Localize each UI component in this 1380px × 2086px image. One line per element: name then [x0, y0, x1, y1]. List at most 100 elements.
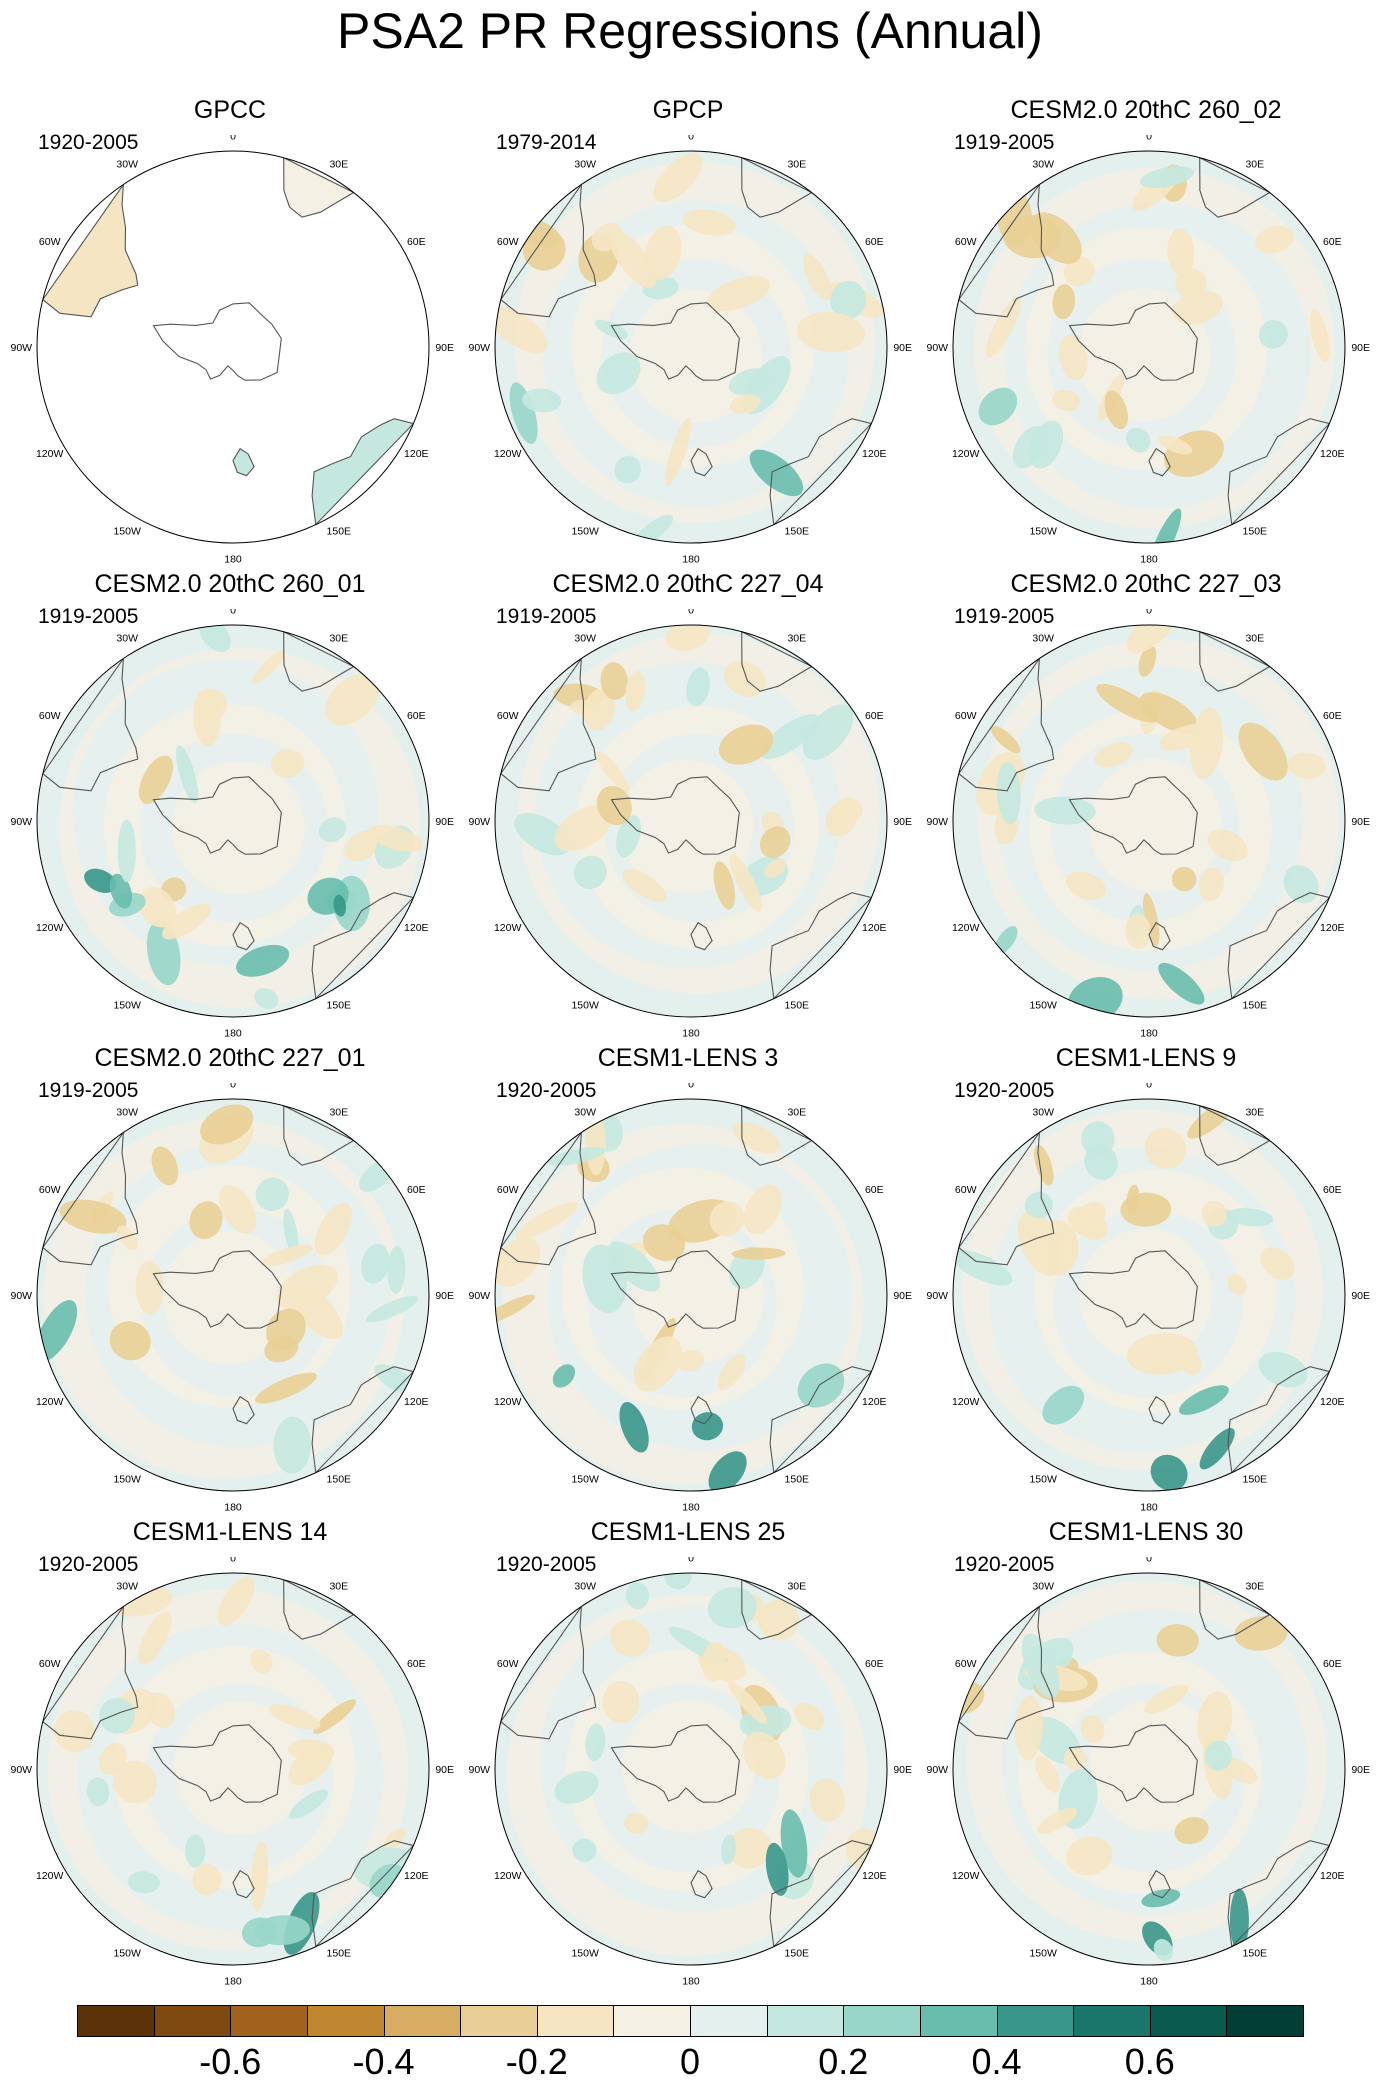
regression-field — [495, 1099, 887, 1491]
coastline — [958, 1604, 1055, 1740]
coastline — [769, 1366, 873, 1474]
longitude-label: 150W — [113, 999, 141, 1011]
regression-field — [495, 151, 887, 543]
longitude-label: 120W — [36, 448, 64, 460]
longitude-label: 120W — [952, 1396, 980, 1408]
regression-field — [37, 625, 429, 1017]
coastline — [42, 1130, 139, 1266]
longitude-label: 90E — [1351, 1290, 1370, 1302]
land-fill — [312, 418, 414, 525]
longitude-label: 60W — [497, 710, 519, 722]
regression-field — [953, 1099, 1345, 1491]
longitude-label: 60W — [39, 1658, 61, 1670]
coastline — [232, 1395, 255, 1425]
longitude-label: 120W — [952, 1870, 980, 1882]
longitude-label: 180 — [1140, 1502, 1158, 1514]
longitude-label: 120E — [1320, 1396, 1345, 1408]
longitude-label: 90E — [435, 1764, 454, 1776]
longitude-label: 90W — [469, 1764, 491, 1776]
coastline — [1148, 447, 1171, 477]
longitude-label: 120W — [494, 448, 522, 460]
polar-map: 0 30E 60E 90E 120E 150E 180 150W 120W 90W 60W 30W — [11, 1557, 455, 1988]
longitude-label: 60E — [407, 710, 426, 722]
coastline — [690, 1869, 713, 1899]
colorbar-swatch — [383, 2005, 462, 2037]
longitude-label: 60E — [407, 1658, 426, 1670]
longitude-label: 30E — [787, 159, 806, 171]
longitude-label: 30E — [329, 1107, 348, 1119]
map-panel: GPCP 1979-2014 0 30E 60E 90E 120E 150E 180 150W 12… — [458, 95, 918, 569]
panel-period: 1979-2014 — [496, 131, 597, 154]
longitude-label: 60E — [865, 1184, 884, 1196]
panel-title: CESM1-LENS 3 — [597, 1044, 779, 1072]
colorbar-tick-label: -0.2 — [505, 2041, 568, 2082]
longitude-label: 120E — [1320, 448, 1345, 460]
panel-title: CESM2.0 20thC 227_01 — [94, 1044, 366, 1072]
coastline — [1199, 1578, 1271, 1640]
map-panel: CESM1-LENS 30 1920-2005 0 30E 60E 90E 120E 150E… — [916, 1517, 1376, 1991]
map-rim — [494, 1098, 888, 1492]
coastline — [741, 630, 813, 692]
panel-title: CESM1-LENS 25 — [590, 1518, 786, 1546]
coastline — [311, 892, 415, 1000]
longitude-label: 180 — [682, 1976, 700, 1988]
longitude-label: 120E — [404, 922, 429, 934]
longitude-label: 150W — [113, 1473, 141, 1485]
longitude-label: 180 — [224, 1502, 242, 1514]
coastline — [1148, 1395, 1171, 1425]
regression-field — [953, 151, 1345, 543]
coastline — [610, 776, 740, 855]
longitude-label: 120E — [862, 922, 887, 934]
longitude-label: 30W — [116, 159, 138, 171]
longitude-label: 120E — [862, 448, 887, 460]
colorbar-swatch — [613, 2005, 691, 2037]
coastline — [1199, 156, 1271, 218]
colorbar-tick-label: 0.6 — [1124, 2041, 1175, 2082]
longitude-label: 180 — [224, 1976, 242, 1988]
longitude-label: 30W — [574, 1107, 596, 1119]
map-panel: CESM2.0 20thC 227_01 1919-2005 0 30E 60E 90E 1… — [0, 1043, 460, 1517]
coastline — [610, 1724, 740, 1803]
longitude-label: 30E — [329, 633, 348, 645]
colorbar-swatch — [690, 2005, 768, 2037]
coastline — [1227, 1366, 1331, 1474]
longitude-label: 0 — [230, 609, 236, 616]
coastline — [958, 1130, 1055, 1266]
longitude-label: 150E — [327, 1473, 352, 1485]
longitude-label: 60W — [955, 710, 977, 722]
panel-period: 1920-2005 — [954, 1079, 1055, 1102]
polar-map: 0 30E 60E 90E 120E 150E 180 150W 120W 90W 60W 30W — [927, 609, 1371, 1040]
map-panel: CESM1-LENS 3 1920-2005 0 30E 60E 90E 120E 150E 1… — [458, 1043, 918, 1517]
land-fill — [42, 184, 138, 317]
regression-field — [37, 1099, 429, 1491]
longitude-label: 60W — [39, 1184, 61, 1196]
longitude-label: 120W — [36, 1396, 64, 1408]
longitude-label: 90W — [11, 816, 33, 828]
panel-period: 1919-2005 — [38, 1079, 139, 1102]
polar-map: 0 30E 60E 90E 120E 150E 180 150W 120W 90W 60W 30W — [927, 1083, 1371, 1514]
coastline — [1199, 1104, 1271, 1166]
longitude-label: 120W — [36, 922, 64, 934]
longitude-label: 30E — [1245, 633, 1264, 645]
longitude-label: 180 — [682, 1502, 700, 1514]
longitude-label: 90W — [927, 816, 949, 828]
map-panel: CESM1-LENS 25 1920-2005 0 30E 60E 90E 120E 150E… — [458, 1517, 918, 1991]
coastline — [232, 447, 255, 477]
longitude-label: 150E — [785, 525, 810, 537]
colorbar — [77, 2005, 1304, 2037]
longitude-label: 150W — [571, 1473, 599, 1485]
longitude-label: 90E — [893, 816, 912, 828]
polar-map: 0 30E 60E 90E 120E 150E 180 150W 120W 90W 60W 30W — [469, 1557, 913, 1988]
map-rim — [36, 1098, 430, 1492]
longitude-label: 30E — [787, 633, 806, 645]
map-rim — [494, 150, 888, 544]
longitude-label: 90E — [1351, 816, 1370, 828]
longitude-label: 90W — [927, 1764, 949, 1776]
coastline — [958, 656, 1055, 792]
longitude-label: 30W — [574, 1581, 596, 1593]
regression-field — [37, 151, 429, 543]
panel-title: CESM2.0 20thC 260_02 — [1010, 96, 1282, 124]
longitude-label: 90W — [11, 1764, 33, 1776]
coastline — [610, 1250, 740, 1329]
coastline — [500, 1130, 597, 1266]
